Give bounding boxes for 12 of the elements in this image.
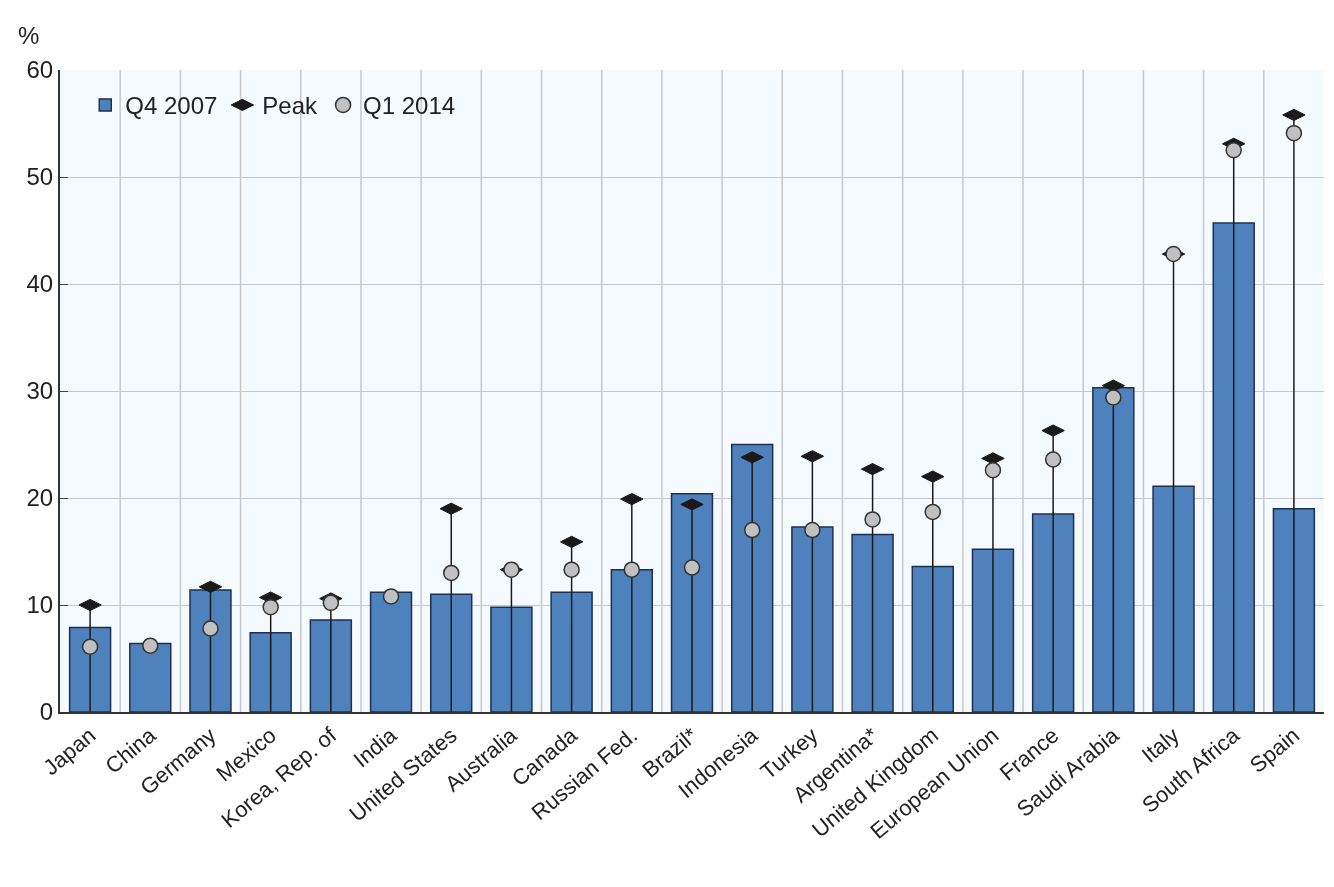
y-tick-label: 50	[26, 163, 54, 191]
y-tick-label: 60	[26, 56, 54, 84]
y-tick-label: 10	[26, 591, 54, 619]
legend-label: Q4 2007	[125, 92, 218, 120]
x-tick-label: Italy	[1136, 722, 1184, 768]
legend-label: Peak	[262, 92, 319, 120]
y-tick-label: 0	[39, 698, 54, 726]
legend-label: Q1 2014	[363, 92, 456, 120]
y-tick-label: 30	[26, 377, 54, 405]
y-axis-title: %	[18, 22, 40, 49]
y-tick-label: 40	[26, 270, 54, 298]
y-tick-label: 20	[26, 484, 54, 512]
